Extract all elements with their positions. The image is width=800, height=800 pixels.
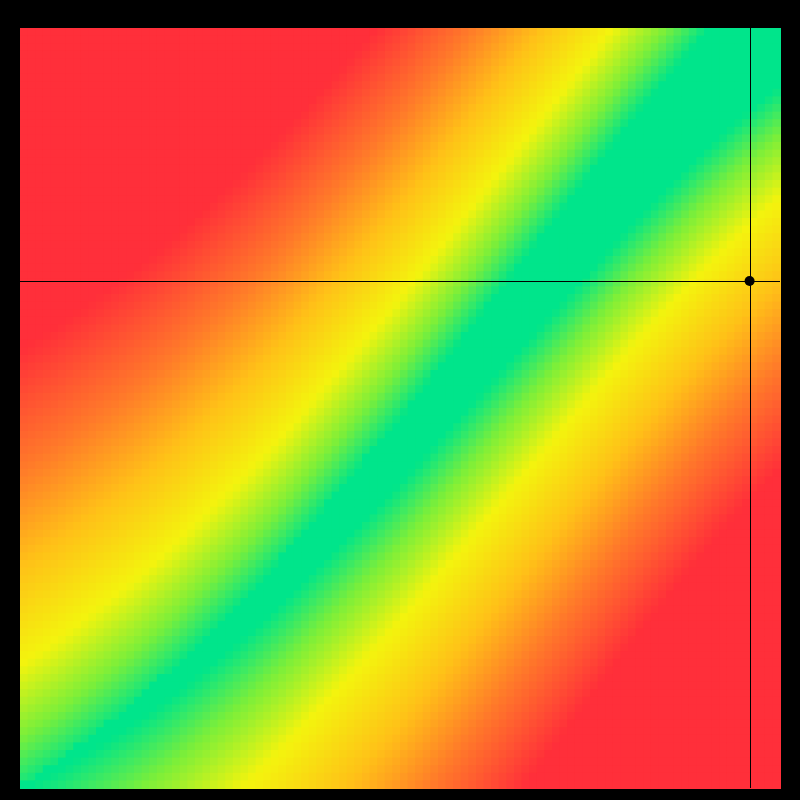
watermark-text: TheBottleneck.com (577, 2, 780, 28)
chart-container: TheBottleneck.com (0, 0, 800, 800)
bottleneck-heatmap (0, 0, 800, 800)
